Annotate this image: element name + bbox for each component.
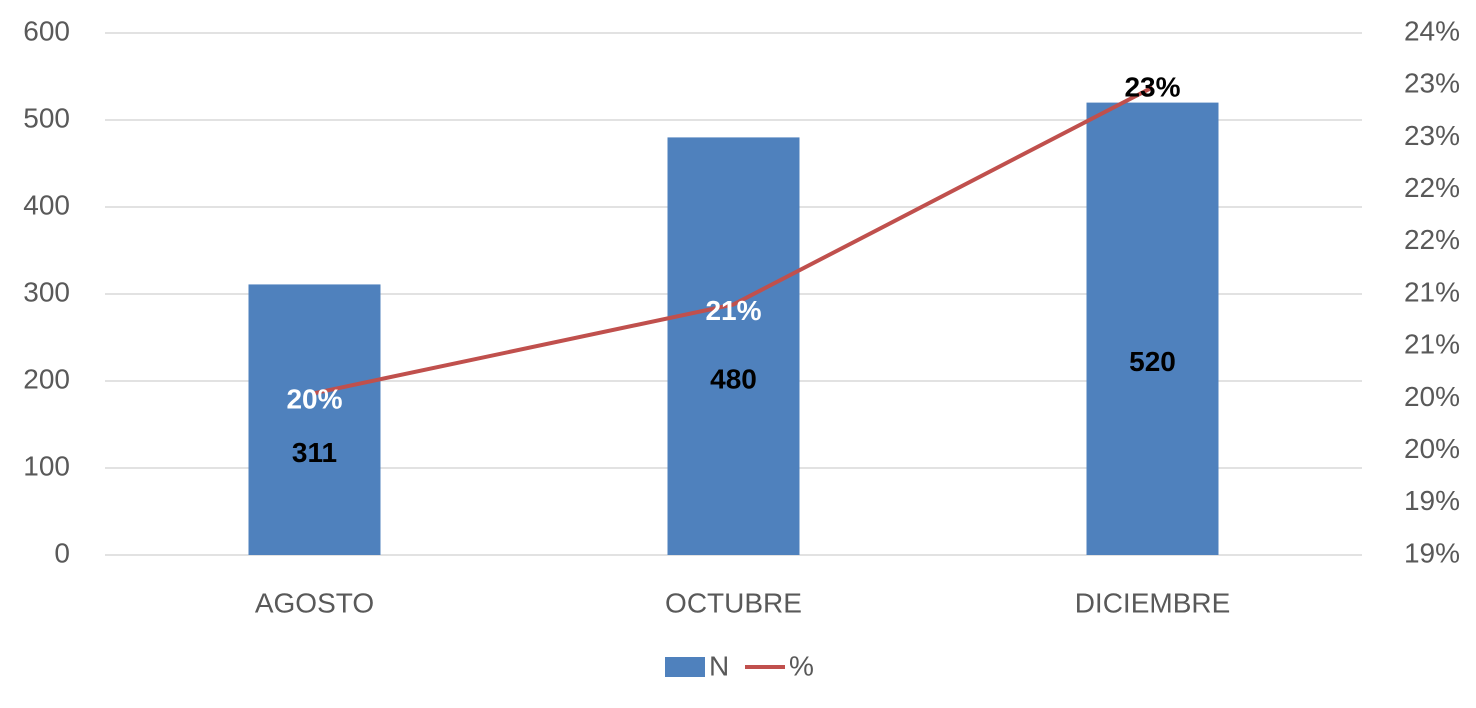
x-tick-label: AGOSTO — [255, 587, 374, 618]
y2-tick-label: 23% — [1404, 120, 1460, 151]
line-value-label: 21% — [705, 295, 761, 326]
y2-tick-label: 21% — [1404, 276, 1460, 307]
y2-tick-label: 22% — [1404, 172, 1460, 203]
y-tick-label: 100 — [23, 450, 70, 481]
y-tick-label: 400 — [23, 189, 70, 220]
y2-tick-label: 21% — [1404, 329, 1460, 360]
x-tick-label: DICIEMBRE — [1075, 587, 1231, 618]
y-tick-label: 500 — [23, 102, 70, 133]
y2-tick-label: 22% — [1404, 224, 1460, 255]
bar-value-label: 311 — [292, 437, 337, 468]
y2-tick-label: 24% — [1404, 15, 1460, 46]
y-tick-label: 600 — [23, 15, 70, 46]
legend-label: N — [709, 650, 729, 681]
bar — [667, 137, 800, 555]
y2-tick-label: 20% — [1404, 381, 1460, 412]
line — [314, 85, 1154, 396]
y2-tick-label: 19% — [1404, 485, 1460, 516]
bar — [248, 284, 381, 555]
line-value-label: 20% — [286, 384, 342, 415]
bar-value-label: 520 — [1129, 346, 1176, 377]
x-tick-label: OCTUBRE — [665, 587, 802, 618]
y-tick-label: 0 — [54, 537, 70, 568]
legend-swatch — [665, 657, 705, 677]
y2-tick-label: 20% — [1404, 433, 1460, 464]
bar-value-label: 480 — [710, 364, 757, 395]
bar — [1086, 102, 1219, 555]
y2-tick-label: 19% — [1404, 537, 1460, 568]
legend-label: % — [789, 650, 814, 681]
y-tick-label: 300 — [23, 276, 70, 307]
line-value-label: 23% — [1124, 72, 1180, 103]
y2-tick-label: 23% — [1404, 68, 1460, 99]
y-tick-label: 200 — [23, 363, 70, 394]
